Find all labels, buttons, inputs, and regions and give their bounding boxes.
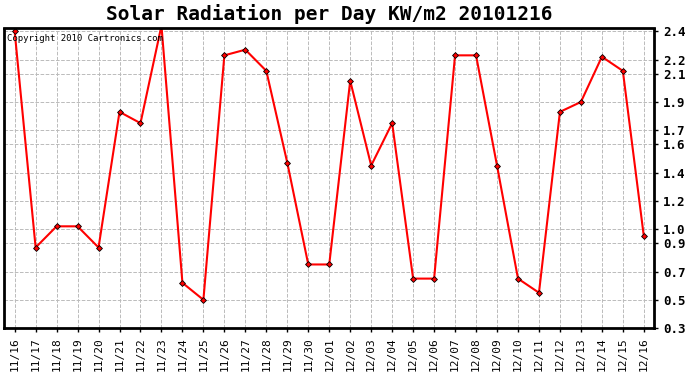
Text: Copyright 2010 Cartronics.com: Copyright 2010 Cartronics.com — [8, 34, 164, 44]
Title: Solar Radiation per Day KW/m2 20101216: Solar Radiation per Day KW/m2 20101216 — [106, 4, 553, 24]
